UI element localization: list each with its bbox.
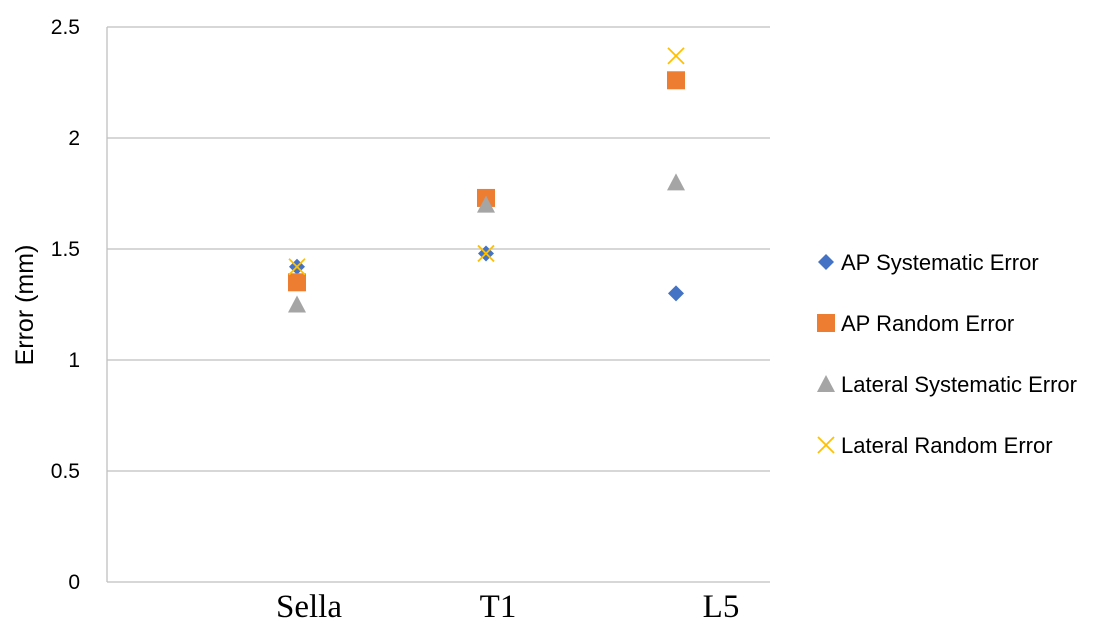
legend-label: AP Systematic Error (841, 250, 1039, 275)
x-tick-label: L5 (703, 589, 740, 619)
legend-item: Lateral Systematic Error (817, 372, 1077, 397)
y-tick-label: 2.5 (51, 16, 80, 39)
y-tick-label: 1.5 (51, 238, 80, 261)
data-point-diamond (668, 285, 684, 302)
legend-marker-triangle (817, 375, 835, 392)
y-tick-label: 2 (68, 127, 80, 150)
x-tick-label: Sella (276, 589, 342, 619)
y-tick-label: 1 (68, 349, 80, 372)
x-tick-labels: Sella T1 L5 (276, 589, 739, 619)
y-tick-label: 0 (68, 571, 80, 594)
y-tick-labels: 0 0.5 1 1.5 2 2.5 (51, 16, 80, 594)
legend-marker-x (817, 436, 835, 454)
legend-label: AP Random Error (841, 311, 1014, 336)
data-point-x (288, 258, 306, 276)
legend-label: Lateral Random Error (841, 433, 1053, 458)
x-tick-label: T1 (480, 589, 517, 619)
legend-item: Lateral Random Error (817, 433, 1053, 458)
data-point-x (667, 47, 685, 65)
legend-marker-diamond (818, 254, 834, 270)
data-point-triangle (667, 173, 685, 191)
gridlines (106, 26, 770, 583)
legend-item: AP Random Error (817, 311, 1014, 336)
legend-marker-square (817, 314, 835, 332)
legend-label: Lateral Systematic Error (841, 372, 1077, 397)
data-point-x (477, 244, 495, 263)
data-point-triangle (288, 295, 306, 313)
data-point-square (667, 71, 685, 90)
legend-item: AP Systematic Error (818, 250, 1039, 275)
legend: AP Systematic Error AP Random Error Latera… (817, 250, 1077, 458)
data-point-triangle (477, 195, 495, 213)
data-point-square (288, 273, 306, 292)
y-axis-title: Error (mm) (11, 245, 39, 366)
data-points (288, 47, 685, 313)
y-tick-label: 0.5 (51, 460, 80, 483)
